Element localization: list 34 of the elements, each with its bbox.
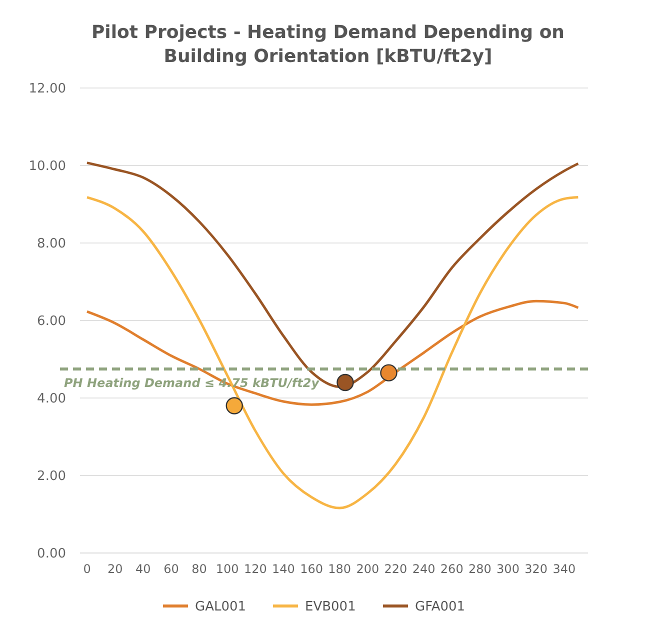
x-tick-label: 60 <box>164 562 179 576</box>
legend-label: GFA001 <box>415 600 466 615</box>
x-tick-label: 0 <box>83 562 91 576</box>
x-tick-label: 120 <box>244 562 267 576</box>
line-series <box>86 196 580 510</box>
x-tick-label: 240 <box>412 562 436 576</box>
point <box>380 364 398 382</box>
x-tick-label: 340 <box>552 562 576 576</box>
y-tick-label: 0.00 <box>37 546 66 562</box>
x-tick-label: 40 <box>136 562 151 576</box>
x-tick-label: 100 <box>216 562 239 576</box>
point <box>336 374 354 392</box>
x-tick-label: 300 <box>496 562 520 576</box>
x-tick-label: 140 <box>272 562 295 576</box>
x-tick-label: 220 <box>384 562 408 576</box>
y-tick-label: 6.00 <box>37 314 66 330</box>
point <box>226 397 243 414</box>
y-tick-label: 2.00 <box>37 469 66 484</box>
x-tick-label: 180 <box>328 562 352 576</box>
x-tick-label: 280 <box>468 562 492 576</box>
x-tick-label: 260 <box>440 562 464 576</box>
line-series <box>86 300 580 406</box>
y-tick-label: 4.00 <box>37 392 66 407</box>
legend-label: EVB001 <box>305 600 356 615</box>
y-tick-label: 8.00 <box>37 236 66 252</box>
x-tick-label: 320 <box>524 562 548 576</box>
chart-title: Pilot Projects - Heating Demand Depending on Building Orientation [kBTU/ft2y] <box>91 22 565 67</box>
x-tick-label: 160 <box>300 562 323 576</box>
legend-label: GAL001 <box>195 600 246 615</box>
x-tick-label: 20 <box>107 562 123 576</box>
y-tick-label: 12.00 <box>28 82 66 97</box>
x-tick-label: 200 <box>356 562 380 576</box>
x-tick-label: 80 <box>192 562 207 576</box>
y-tick-label: 10.00 <box>28 159 66 174</box>
